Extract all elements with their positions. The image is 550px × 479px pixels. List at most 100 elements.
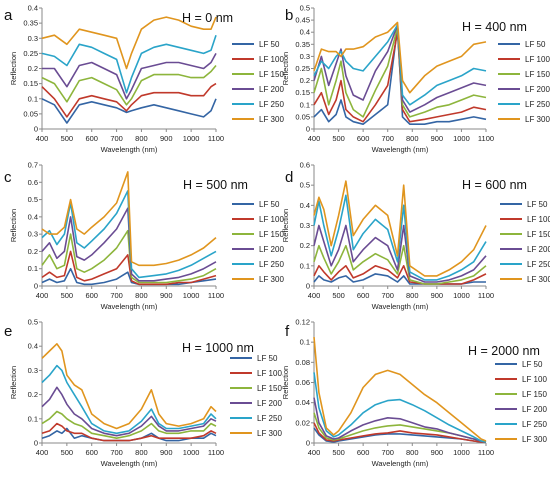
- x-tick-label: 600: [85, 134, 98, 143]
- x-tick-label: 700: [381, 291, 394, 300]
- x-tick-label: 600: [85, 448, 98, 457]
- x-tick-label: 900: [160, 134, 173, 143]
- panel-letter: f: [285, 323, 290, 340]
- x-tick-label: 500: [61, 448, 74, 457]
- y-tick-label: 0.5: [300, 181, 310, 190]
- y-tick-label: 0.1: [300, 261, 310, 270]
- y-tick-label: 0.3: [28, 366, 38, 375]
- y-tick-label: 0.1: [300, 100, 310, 109]
- legend-label: LF 300: [525, 115, 550, 124]
- y-tick-label: 0.6: [28, 178, 38, 187]
- legend-label: LF 200: [259, 245, 284, 254]
- panel-letter: a: [4, 7, 13, 24]
- x-tick-label: 1000: [183, 448, 200, 457]
- y-tick-label: 0: [306, 439, 310, 448]
- x-tick-label: 900: [160, 291, 173, 300]
- legend-label: LF 300: [259, 115, 284, 124]
- x-tick-label: 400: [36, 291, 49, 300]
- y-tick-label: 0.1: [300, 338, 310, 347]
- y-tick-label: 0.15: [23, 79, 38, 88]
- x-tick-label: 1100: [478, 291, 494, 300]
- x-tick-label: 600: [85, 291, 98, 300]
- y-tick-label: 0.3: [28, 34, 38, 43]
- series-line-lf-200: [41, 207, 217, 282]
- panel-title: H = 1000 nm: [182, 341, 254, 355]
- series-line-lf-200: [42, 53, 217, 100]
- x-axis-label: Wavelength (nm): [101, 459, 158, 468]
- legend-label: LF 200: [527, 245, 550, 254]
- y-axis-label: Reflection: [281, 366, 290, 399]
- series-line-lf-250: [313, 194, 487, 281]
- series-line-lf-50: [313, 26, 487, 125]
- series-line-lf-250: [41, 364, 217, 435]
- legend-label: LF 200: [257, 399, 282, 408]
- legend-label: LF 250: [522, 420, 547, 429]
- legend-label: LF 50: [522, 360, 543, 369]
- x-tick-label: 900: [431, 448, 444, 457]
- x-tick-label: 800: [406, 448, 419, 457]
- y-tick-label: 0.5: [28, 318, 38, 327]
- y-tick-label: 0.05: [295, 112, 310, 121]
- series-line-lf-300: [41, 171, 217, 267]
- x-tick-label: 1100: [478, 134, 494, 143]
- series-line-lf-150: [41, 410, 217, 440]
- x-tick-label: 1100: [208, 291, 224, 300]
- y-axis-label: Reflection: [281, 52, 290, 85]
- y-tick-label: 0.5: [300, 4, 310, 13]
- panel-title: H = 600 nm: [462, 178, 527, 192]
- legend-label: LF 250: [259, 260, 284, 269]
- x-tick-label: 800: [406, 134, 419, 143]
- legend-label: LF 250: [257, 414, 282, 423]
- x-tick-label: 1000: [453, 134, 470, 143]
- panel-f: 0 0.02 0.04 0.06 0.08 0.1 0.12 400 500 600 700 800 9…: [281, 318, 547, 469]
- series-line-lf-100: [41, 422, 217, 442]
- legend-label: LF 250: [525, 100, 550, 109]
- panel-title: H = 0 nm: [182, 11, 233, 25]
- y-tick-label: 0.4: [28, 4, 38, 13]
- legend-label: LF 200: [522, 405, 547, 414]
- legend-label: LF 100: [527, 215, 550, 224]
- x-tick-label: 900: [160, 448, 173, 457]
- x-tick-label: 500: [332, 448, 345, 457]
- legend-label: LF 150: [525, 70, 550, 79]
- y-tick-label: 0.1: [28, 264, 38, 273]
- x-tick-label: 1100: [208, 134, 224, 143]
- y-tick-label: 0.25: [23, 49, 38, 58]
- x-tick-label: 1100: [208, 448, 224, 457]
- y-tick-label: 0.12: [295, 318, 310, 327]
- y-tick-label: 0.02: [295, 418, 310, 427]
- legend-label: LF 300: [257, 429, 282, 438]
- panel-e: 0 0.1 0.2 0.3 0.4 0.5 400 500 600 700 800 900 1000 11…: [4, 318, 282, 469]
- x-tick-label: 500: [61, 291, 74, 300]
- legend-label: LF 300: [522, 435, 547, 444]
- series-line-lf-200: [313, 397, 487, 443]
- legend-label: LF 200: [259, 85, 284, 94]
- x-tick-label: 400: [36, 134, 49, 143]
- series-line-lf-250: [41, 34, 217, 94]
- y-tick-label: 0.45: [295, 16, 310, 25]
- x-tick-label: 400: [308, 291, 321, 300]
- y-tick-label: 0: [34, 282, 38, 291]
- y-tick-label: 0.2: [28, 247, 38, 256]
- legend-label: LF 100: [522, 375, 547, 384]
- panel-letter: b: [285, 7, 293, 24]
- x-axis-label: Wavelength (nm): [372, 459, 429, 468]
- panel-letter: e: [4, 323, 12, 340]
- series-line-lf-250: [313, 24, 487, 106]
- legend-label: LF 100: [257, 369, 282, 378]
- legend-label: LF 300: [259, 275, 284, 284]
- panel-title: H = 500 nm: [183, 178, 248, 192]
- panel-title: H = 400 nm: [462, 20, 527, 34]
- series-line-lf-50: [313, 273, 486, 285]
- y-axis-label: Reflection: [9, 52, 18, 85]
- legend-label: LF 100: [525, 55, 550, 64]
- x-tick-label: 700: [110, 134, 123, 143]
- series-line-lf-100: [313, 422, 486, 443]
- panel-letter: d: [285, 169, 293, 186]
- y-tick-label: 0.3: [300, 52, 310, 61]
- legend-label: LF 50: [259, 40, 280, 49]
- y-tick-label: 0.04: [295, 398, 310, 407]
- x-tick-label: 400: [36, 448, 49, 457]
- y-tick-label: 0: [34, 125, 38, 134]
- x-axis-label: Wavelength (nm): [101, 145, 158, 154]
